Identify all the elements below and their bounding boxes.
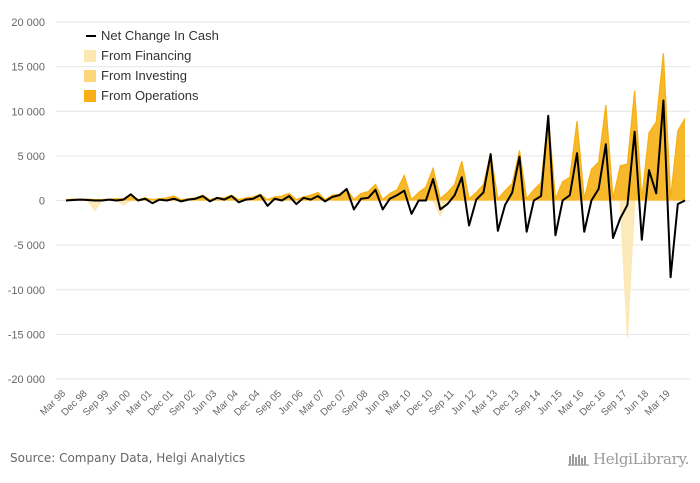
y-tick-label: -20 000 xyxy=(8,374,45,386)
y-axis-ticks: 20 000 15 000 10 000 5 000 0 -5 000 -10 000 -15… xyxy=(8,17,45,386)
legend-swatch xyxy=(84,90,96,102)
area-from-financing xyxy=(66,200,685,338)
y-tick-label: -15 000 xyxy=(8,329,45,341)
y-tick-label: 15 000 xyxy=(11,62,45,74)
legend-item: From Financing xyxy=(84,48,191,63)
legend: Net Change In Cash From Financing From Inv… xyxy=(84,28,219,103)
line-net-change-in-cash xyxy=(65,99,686,279)
area-edge-from-operations xyxy=(65,53,686,201)
legend-label: From Investing xyxy=(101,68,187,83)
source-note: Source: Company Data, Helgi Analytics xyxy=(10,451,246,465)
legend-item: Net Change In Cash xyxy=(86,28,219,43)
helgi-library-logo: HelgiLibrary. xyxy=(568,450,689,468)
library-logo-icon xyxy=(568,454,589,466)
line-series xyxy=(65,99,686,279)
y-tick-label: 5 000 xyxy=(17,151,45,163)
legend-label: Net Change In Cash xyxy=(101,28,219,43)
y-tick-label: -5 000 xyxy=(14,240,45,252)
y-tick-label: 20 000 xyxy=(11,17,45,29)
logo-text: HelgiLibrary. xyxy=(593,450,690,468)
area-from-operations xyxy=(66,53,685,201)
y-tick-label: 10 000 xyxy=(11,106,45,118)
y-tick-label: -10 000 xyxy=(8,285,45,297)
legend-item: From Operations xyxy=(84,88,199,103)
legend-label: From Financing xyxy=(101,48,191,63)
legend-swatch xyxy=(84,50,96,62)
legend-item: From Investing xyxy=(84,68,187,83)
y-tick-label: 0 xyxy=(39,196,45,208)
area-edge-from-financing xyxy=(66,199,685,338)
legend-label: From Operations xyxy=(101,88,199,103)
legend-swatch xyxy=(84,70,96,82)
